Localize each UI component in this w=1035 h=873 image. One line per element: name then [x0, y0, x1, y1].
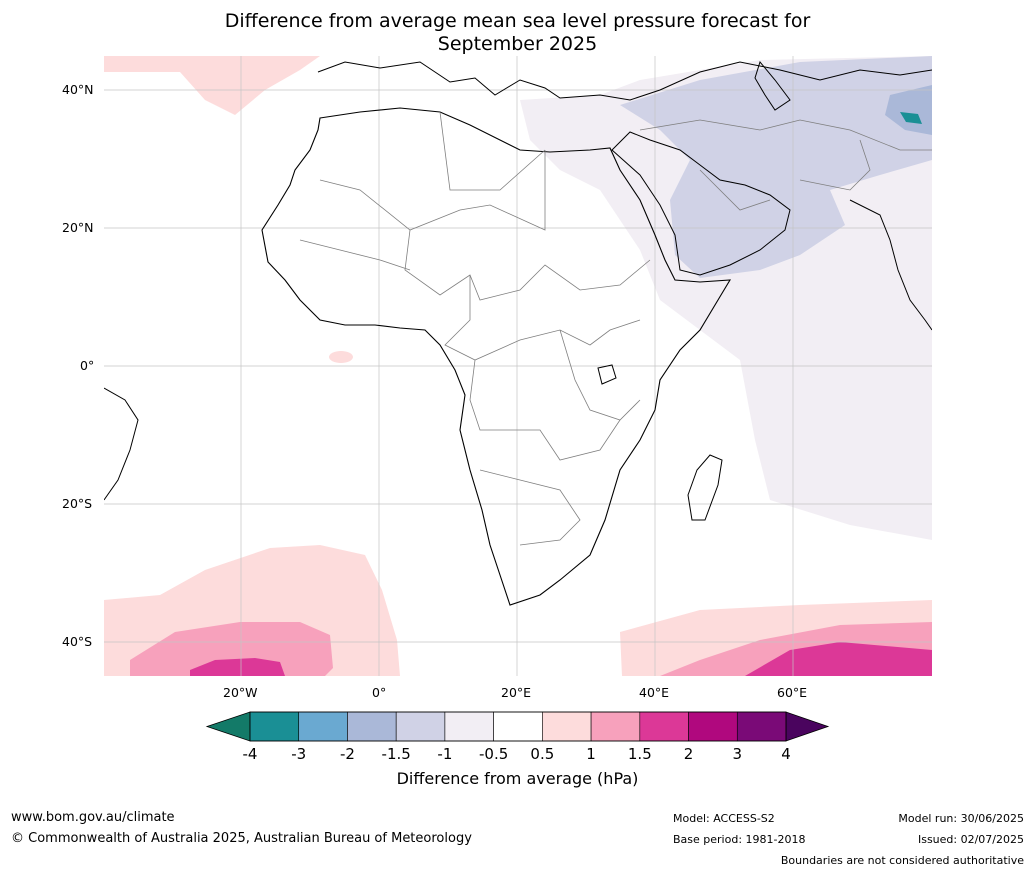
- colorbar-cell: [639, 711, 689, 742]
- colorbar-cell: [298, 711, 348, 742]
- colorbar-tick-label: 4: [781, 745, 791, 763]
- colorbar-tick-label: 1.5: [627, 745, 652, 763]
- anomaly-region-pos-sw-strong: [190, 658, 285, 676]
- colorbar-tick-label: 1: [586, 745, 596, 763]
- colorbar-label: Difference from average (hPa): [396, 769, 639, 788]
- lon-label-60e: 60°E: [777, 685, 808, 700]
- colorbar-cell: [590, 711, 641, 742]
- colorbar-tick-label: -1.5: [381, 745, 411, 763]
- anomaly-region-neg-teal: [900, 112, 922, 124]
- lon-label-20w: 20°W: [223, 685, 258, 700]
- footer-url: www.bom.gov.au/climate: [11, 810, 175, 825]
- colorbar: [205, 711, 830, 742]
- lon-label-40e: 40°E: [639, 685, 670, 700]
- anomaly-shading: [104, 56, 932, 676]
- anomaly-region-pos-sw-mid: [130, 622, 333, 676]
- lat-label-20n: 20°N: [62, 220, 94, 235]
- colorbar-low-extend: [205, 711, 251, 742]
- lake-victoria: [597, 364, 617, 385]
- lat-label-40s: 40°S: [62, 634, 93, 649]
- anomaly-region-pos-nw: [104, 56, 320, 115]
- map-title: Difference from average mean sea level p…: [0, 10, 1035, 56]
- colorbar-tick-label: -0.5: [478, 745, 509, 763]
- footer-model-run: Model run: 30/06/2025: [898, 812, 1024, 825]
- title-line-2: September 2025: [437, 33, 598, 55]
- colorbar-tick-label: -4: [242, 745, 258, 763]
- anomaly-region-pos-se-strong: [745, 642, 932, 676]
- india-coastline: [849, 199, 932, 331]
- colorbar-cell: [688, 711, 738, 742]
- colorbar-cell: [444, 711, 494, 742]
- footer-issued: Issued: 02/07/2025: [917, 833, 1024, 846]
- lat-label-20s: 20°S: [62, 496, 93, 511]
- title-line-1: Difference from average mean sea level p…: [224, 10, 811, 32]
- madagascar-coastline: [687, 454, 723, 521]
- colorbar-high-extend: [785, 711, 830, 742]
- colorbar-cell: [347, 711, 397, 742]
- lat-label-40n: 40°N: [62, 82, 94, 97]
- arabia-coastline: [611, 131, 791, 276]
- graticule: [104, 56, 932, 676]
- footer-base-period: Base period: 1981-2018: [673, 833, 806, 846]
- colorbar-tick-label: 0.5: [530, 745, 555, 763]
- africa-coastline: [261, 107, 732, 606]
- colorbar-cell: [736, 711, 787, 742]
- lon-label-20e: 20°E: [501, 685, 532, 700]
- footer-copyright: © Commonwealth of Australia 2025, Austra…: [11, 831, 472, 846]
- footer-model: Model: ACCESS-S2: [673, 812, 775, 825]
- caspian-coastline: [754, 60, 791, 111]
- colorbar-cell: [395, 711, 446, 742]
- lon-label-0: 0°: [372, 685, 387, 700]
- south-america-coastline: [104, 387, 139, 501]
- anomaly-region-neg-lavender: [620, 56, 932, 278]
- colorbar-tick-label: -2: [339, 745, 355, 763]
- lat-label-0: 0°: [80, 358, 95, 373]
- colorbar-cell: [542, 711, 592, 742]
- colorbar-cell: [493, 711, 543, 742]
- colorbar-tick-label: 2: [683, 745, 694, 763]
- anomaly-region-pos-gulf: [329, 351, 353, 363]
- europe-coastline: [317, 61, 932, 101]
- country-borders: [299, 111, 932, 546]
- colorbar-cell: [249, 711, 300, 742]
- colorbar-tick-label: -3: [291, 745, 307, 763]
- colorbar-tick-label: 3: [732, 745, 743, 763]
- footer-disclaimer: Boundaries are not considered authoritat…: [780, 854, 1024, 867]
- colorbar-tick-label: -1: [437, 745, 453, 763]
